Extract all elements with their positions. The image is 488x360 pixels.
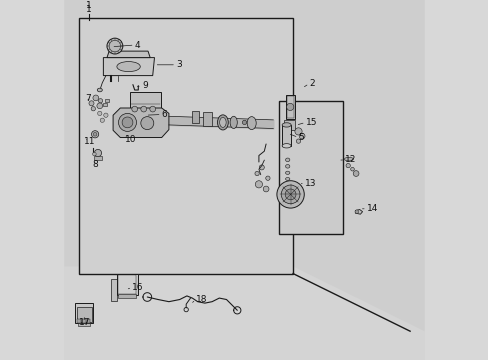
Polygon shape xyxy=(111,279,138,301)
Circle shape xyxy=(92,152,96,156)
Circle shape xyxy=(296,139,300,143)
Ellipse shape xyxy=(285,171,289,174)
Ellipse shape xyxy=(97,88,102,92)
Bar xyxy=(82,319,85,323)
Circle shape xyxy=(98,99,102,103)
Text: 14: 14 xyxy=(366,204,378,213)
Bar xyxy=(192,111,199,123)
Bar xyxy=(87,319,90,323)
Circle shape xyxy=(294,128,302,135)
Text: 10: 10 xyxy=(125,135,136,144)
Text: 15: 15 xyxy=(305,118,317,127)
Text: 4: 4 xyxy=(134,40,140,49)
Text: 16: 16 xyxy=(132,283,143,292)
Circle shape xyxy=(263,186,268,192)
Circle shape xyxy=(254,171,259,176)
Ellipse shape xyxy=(350,167,354,171)
Ellipse shape xyxy=(247,117,256,130)
Text: 1: 1 xyxy=(86,4,92,13)
Circle shape xyxy=(242,120,246,125)
Polygon shape xyxy=(64,0,424,331)
Text: 9: 9 xyxy=(142,81,147,90)
Text: 12: 12 xyxy=(345,155,356,164)
Circle shape xyxy=(107,38,122,54)
Circle shape xyxy=(299,133,305,139)
Ellipse shape xyxy=(117,62,140,72)
Ellipse shape xyxy=(219,117,225,127)
Polygon shape xyxy=(107,51,150,58)
Bar xyxy=(130,92,160,115)
Polygon shape xyxy=(113,108,168,138)
Text: 6: 6 xyxy=(162,110,167,119)
Circle shape xyxy=(281,185,299,204)
Text: 1: 1 xyxy=(86,1,92,10)
Circle shape xyxy=(285,189,295,200)
Ellipse shape xyxy=(346,163,349,168)
Ellipse shape xyxy=(217,115,228,130)
Text: 8: 8 xyxy=(92,161,98,169)
Circle shape xyxy=(141,117,153,130)
Bar xyxy=(284,120,294,130)
Circle shape xyxy=(265,176,269,180)
Text: 5: 5 xyxy=(298,133,304,142)
Bar xyxy=(285,95,294,119)
Ellipse shape xyxy=(344,157,353,161)
Circle shape xyxy=(94,149,102,157)
Ellipse shape xyxy=(230,116,237,129)
Bar xyxy=(118,275,136,294)
Circle shape xyxy=(276,181,304,208)
Bar xyxy=(282,125,291,146)
Circle shape xyxy=(122,117,133,128)
Bar xyxy=(78,323,90,326)
Text: 13: 13 xyxy=(305,179,316,188)
Bar xyxy=(103,103,107,106)
Bar xyxy=(286,96,293,118)
Circle shape xyxy=(97,103,102,109)
Ellipse shape xyxy=(285,177,289,180)
Circle shape xyxy=(352,171,358,176)
Circle shape xyxy=(89,101,94,106)
Circle shape xyxy=(149,106,155,112)
Polygon shape xyxy=(355,210,362,214)
Ellipse shape xyxy=(285,165,289,168)
Text: 2: 2 xyxy=(309,79,314,88)
Text: 7: 7 xyxy=(85,94,91,103)
Polygon shape xyxy=(103,58,154,76)
Circle shape xyxy=(98,111,102,116)
Bar xyxy=(203,112,212,126)
Text: 18: 18 xyxy=(196,295,207,304)
Circle shape xyxy=(132,106,137,112)
Ellipse shape xyxy=(282,123,290,127)
Text: 3: 3 xyxy=(176,60,182,69)
Circle shape xyxy=(100,118,104,122)
Ellipse shape xyxy=(285,158,289,162)
Bar xyxy=(105,99,108,102)
Text: 11: 11 xyxy=(84,136,96,145)
Circle shape xyxy=(141,106,146,112)
Bar xyxy=(118,294,136,298)
Circle shape xyxy=(93,132,97,136)
Circle shape xyxy=(93,95,99,101)
Bar xyxy=(77,307,92,322)
Bar xyxy=(94,156,102,160)
Circle shape xyxy=(118,113,136,131)
Bar xyxy=(79,18,292,274)
Bar xyxy=(75,303,93,323)
Circle shape xyxy=(103,113,108,117)
Ellipse shape xyxy=(282,144,290,148)
Circle shape xyxy=(91,107,95,111)
Bar xyxy=(278,101,343,234)
Text: 17: 17 xyxy=(79,318,90,327)
Circle shape xyxy=(255,181,262,188)
Circle shape xyxy=(354,210,358,213)
Circle shape xyxy=(259,165,264,170)
Circle shape xyxy=(91,131,99,138)
Bar xyxy=(117,274,137,295)
Circle shape xyxy=(286,103,293,111)
Bar xyxy=(77,319,81,323)
